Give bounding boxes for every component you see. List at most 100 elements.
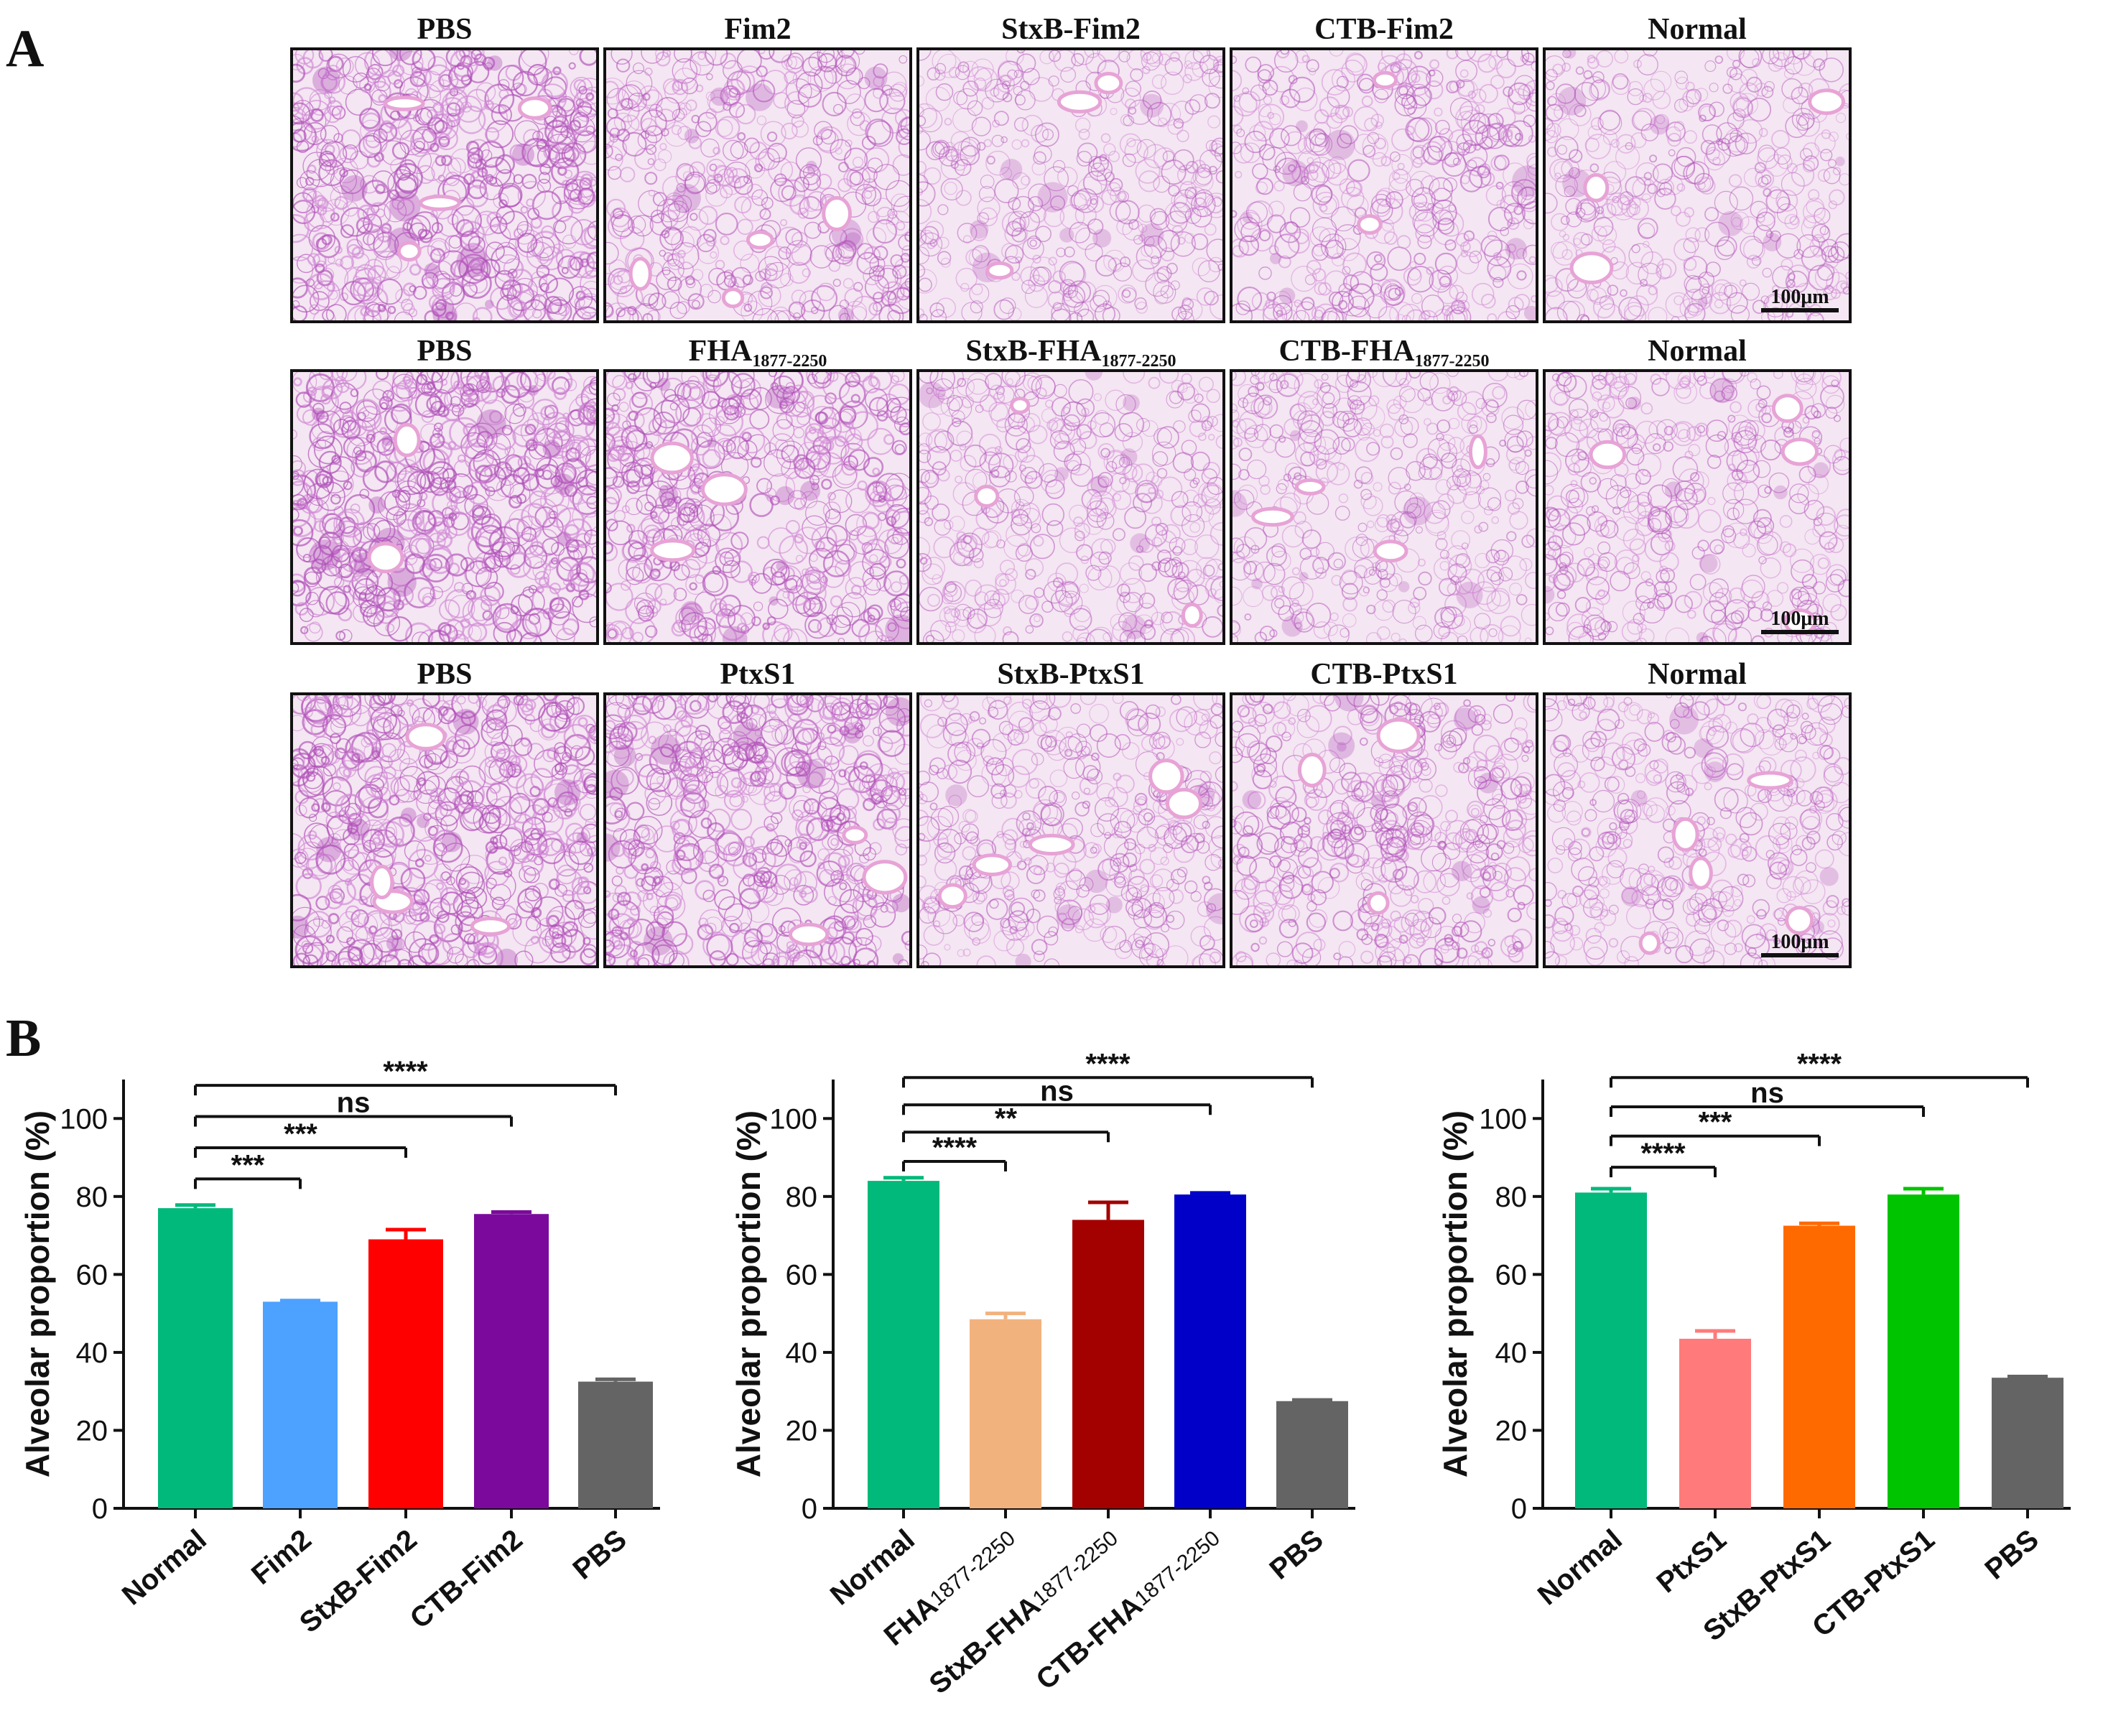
micrograph-frame: [1230, 369, 1538, 645]
bar: [868, 1181, 939, 1508]
significance-bracket: ns: [194, 1087, 513, 1127]
x-category-label: CTB-Fim2: [404, 1523, 529, 1635]
micrograph-frame: [916, 47, 1225, 323]
bar: [1174, 1194, 1246, 1508]
micrograph-title: Normal: [1648, 658, 1747, 691]
lung-micrograph: [1231, 49, 1537, 322]
x-category-label: StxB-Fim2: [294, 1523, 423, 1639]
y-tick-label: 100: [60, 1103, 108, 1135]
x-category-label: Normal: [116, 1523, 213, 1611]
x-category-main: StxB-Fim2: [294, 1523, 423, 1639]
x-category-subscript: 1877-2250: [1131, 1526, 1225, 1610]
micrograph-frame: [1543, 47, 1852, 323]
lung-micrograph: [1544, 371, 1850, 644]
y-tick-label: 80: [76, 1182, 108, 1213]
x-category-main: Normal: [825, 1523, 921, 1611]
x-category-main: Normal: [116, 1523, 213, 1611]
bar: [1072, 1220, 1144, 1508]
micrograph-title: PBS: [417, 335, 472, 368]
micrograph-frame: [290, 692, 599, 968]
x-category-label: Fim2: [246, 1523, 317, 1591]
micrograph-title: CTB-FHA1877-2250: [1279, 335, 1490, 371]
y-tick-label: 100: [1479, 1103, 1527, 1135]
significance-label: ns: [1040, 1075, 1074, 1107]
significance-bracket: ns: [902, 1075, 1212, 1115]
x-category-label: Normal: [825, 1523, 921, 1611]
y-tick-label: 40: [786, 1337, 818, 1369]
significance-label: ns: [1750, 1077, 1784, 1109]
significance-bracket: **: [902, 1103, 1110, 1143]
micrograph-frame: [290, 47, 599, 323]
significance-bracket: ****: [902, 1048, 1314, 1088]
bar: [1783, 1225, 1855, 1508]
y-axis-label: Alveolar proportion (%): [730, 1110, 767, 1477]
lung-micrograph: [605, 371, 911, 644]
y-tick-label: 80: [786, 1182, 818, 1213]
x-category-label: PBS: [1979, 1523, 2044, 1586]
significance-label: ***: [1699, 1107, 1732, 1138]
y-tick-label: 40: [76, 1337, 108, 1369]
lung-micrograph: [918, 49, 1224, 322]
significance-label: ****: [932, 1132, 978, 1164]
significance-label: ***: [284, 1118, 317, 1150]
x-category-main: Fim2: [246, 1523, 317, 1591]
y-tick-label: 40: [1495, 1337, 1528, 1369]
bar: [1679, 1338, 1751, 1508]
micrograph-title: PBS: [417, 13, 472, 46]
significance-label: **: [995, 1103, 1018, 1134]
y-tick-label: 0: [802, 1493, 817, 1525]
bar: [1276, 1401, 1348, 1508]
bar: [1575, 1192, 1647, 1508]
scale-bar-label: 100μm: [1770, 286, 1829, 308]
micrograph-frame: [916, 692, 1225, 968]
micrograph-title: CTB-Fim2: [1314, 13, 1454, 46]
lung-micrograph: [1231, 371, 1537, 644]
x-category-main: CTB-Fim2: [404, 1523, 529, 1635]
y-tick-label: 60: [786, 1259, 818, 1291]
x-category-label: PBS: [567, 1523, 632, 1586]
micrograph-frame: [603, 369, 912, 645]
bar: [158, 1208, 233, 1508]
lung-micrograph: [1544, 49, 1850, 322]
significance-label: ****: [383, 1056, 428, 1087]
significance-label: ****: [1797, 1048, 1842, 1080]
lung-micrograph: [605, 694, 911, 967]
panel-a-micrographs: PBS Fim2 StxB-Fim2 CTB-Fim2 Normal 100μm PBS FH…: [290, 13, 1852, 968]
micrograph-frame: [916, 369, 1225, 645]
lung-micrograph: [1231, 694, 1537, 967]
lung-micrograph: [918, 371, 1224, 644]
y-tick-label: 100: [769, 1103, 817, 1135]
micrograph-title-subscript: 1877-2250: [752, 352, 827, 371]
lung-micrograph: [605, 49, 911, 322]
micrograph-title: StxB-Fim2: [1001, 13, 1141, 46]
bar: [1992, 1378, 2063, 1508]
significance-bracket: ***: [1610, 1107, 1821, 1146]
micrograph-frame: [603, 692, 912, 968]
x-category-subscript: 1877-2250: [926, 1526, 1020, 1610]
significance-bracket: ns: [1610, 1077, 1925, 1117]
micrograph-title-subscript: 1877-2250: [1102, 352, 1176, 371]
y-tick-label: 60: [76, 1259, 108, 1291]
micrograph-title: StxB-FHA1877-2250: [966, 335, 1176, 371]
micrograph-title: FHA1877-2250: [689, 335, 827, 371]
significance-label: ****: [1640, 1138, 1686, 1169]
x-category-main: PBS: [1979, 1523, 2044, 1586]
x-category-label: PBS: [1263, 1523, 1329, 1586]
y-tick-label: 80: [1495, 1182, 1528, 1213]
y-tick-label: 0: [92, 1493, 108, 1525]
micrograph-frame: [290, 369, 599, 645]
y-tick-label: 60: [1495, 1259, 1528, 1291]
micrograph-frame: [1230, 47, 1538, 323]
bar: [368, 1239, 443, 1508]
y-tick-label: 0: [1511, 1493, 1527, 1525]
x-category-label: CTB-FHA1877-2250: [1030, 1523, 1227, 1696]
significance-bracket: ****: [194, 1056, 617, 1096]
micrograph-frame: [1543, 692, 1852, 968]
x-category-main: PBS: [1263, 1523, 1329, 1586]
significance-label: ****: [1085, 1048, 1131, 1080]
significance-bracket: ***: [194, 1149, 302, 1189]
